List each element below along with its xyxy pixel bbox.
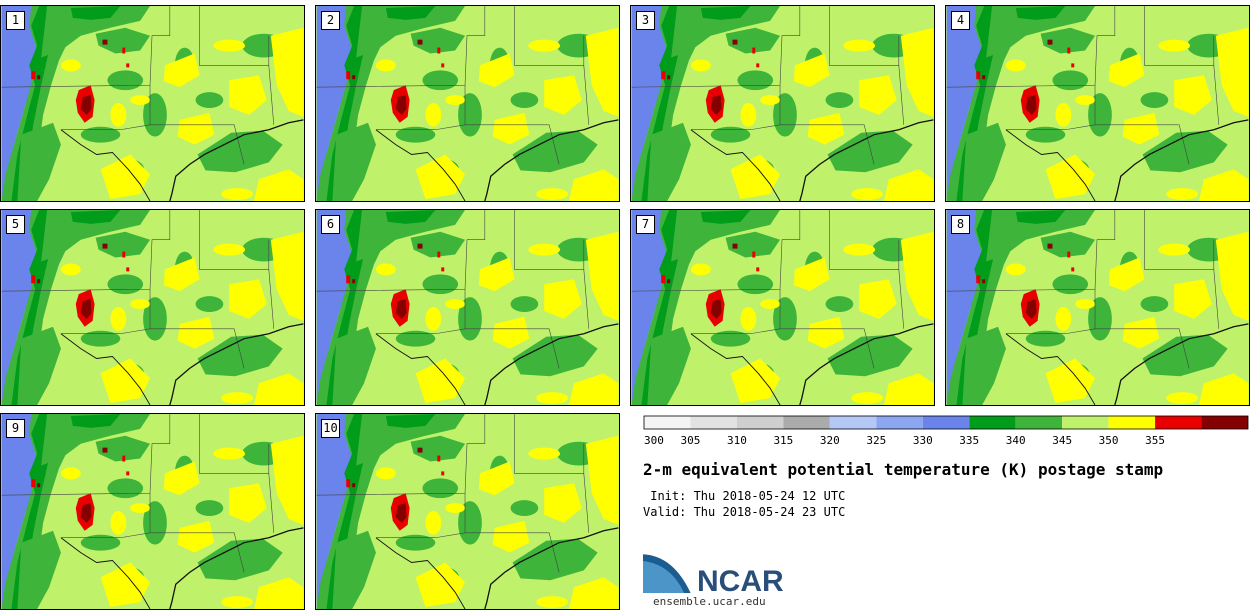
product-title: 2-m equivalent potential temperature (K)…	[643, 460, 1164, 479]
colorbar-tick-label: 320	[820, 434, 840, 447]
colorbar-segment	[644, 416, 691, 429]
stamp-number: 5	[6, 215, 25, 234]
colorbar-segment	[1062, 416, 1109, 429]
colorbar-segment	[876, 416, 923, 429]
colorbar-segment	[1201, 416, 1248, 429]
colorbar-tick-label: 345	[1052, 434, 1072, 447]
colorbar-segment	[1015, 416, 1063, 429]
map	[1, 210, 304, 405]
map	[946, 210, 1249, 405]
colorbar-tick-label: 330	[913, 434, 933, 447]
postage-stamp-4[interactable]: 4	[945, 5, 1250, 202]
logo-text: NCAR	[697, 565, 784, 595]
stamp-number: 9	[6, 419, 25, 438]
postage-stamp-10[interactable]: 10	[315, 413, 620, 610]
postage-stamp-7[interactable]: 7	[630, 209, 935, 406]
stamp-number: 1	[6, 11, 25, 30]
valid-time: Valid: Thu 2018-05-24 23 UTC	[643, 505, 846, 519]
postage-stamp-8[interactable]: 8	[945, 209, 1250, 406]
colorbar-tick-label: 325	[866, 434, 886, 447]
postage-stamp-1[interactable]: 1	[0, 5, 305, 202]
stamp-number: 7	[636, 215, 655, 234]
colorbar: 300 305 310 315 320 325 330 335 340 345 350 355	[643, 415, 1249, 447]
stamp-number: 6	[321, 215, 340, 234]
stamp-number: 2	[321, 11, 340, 30]
logo-swoosh	[642, 551, 694, 594]
stamp-number: 3	[636, 11, 655, 30]
colorbar-segment	[922, 416, 970, 429]
init-time: Init: Thu 2018-05-24 12 UTC	[643, 489, 846, 503]
map	[631, 6, 934, 201]
stamp-number: 10	[321, 419, 340, 438]
colorbar-segment	[736, 416, 784, 429]
postage-stamp-9[interactable]: 9	[0, 413, 305, 610]
postage-stamp-2[interactable]: 2	[315, 5, 620, 202]
stamp-number: 8	[951, 215, 970, 234]
colorbar-segment	[969, 416, 1016, 429]
map	[316, 414, 619, 609]
colorbar-segment	[829, 416, 877, 429]
stamp-number: 4	[951, 11, 970, 30]
colorbar-segment	[1108, 416, 1156, 429]
colorbar-tick-label: 305	[681, 434, 701, 447]
site-url[interactable]: ensemble.ucar.edu	[653, 595, 766, 608]
ncar-logo[interactable]: NCAR	[642, 551, 792, 595]
logo-arc-light	[643, 561, 684, 593]
map	[1, 414, 304, 609]
colorbar-tick-label: 310	[727, 434, 747, 447]
colorbar-tick-label: 315	[773, 434, 793, 447]
colorbar-tick-label: 340	[1006, 434, 1026, 447]
map	[631, 210, 934, 405]
map	[1, 6, 304, 201]
postage-stamp-6[interactable]: 6	[315, 209, 620, 406]
colorbar-tick-label: 300	[644, 434, 664, 447]
colorbar-tick-label: 355	[1145, 434, 1165, 447]
postage-stamp-3[interactable]: 3	[630, 5, 935, 202]
colorbar-outline	[643, 415, 1249, 430]
colorbar-segment	[1155, 416, 1202, 429]
colorbar-segment	[690, 416, 737, 429]
colorbar-tick-label: 350	[1099, 434, 1119, 447]
colorbar-segment	[783, 416, 830, 429]
map	[946, 6, 1249, 201]
map	[316, 6, 619, 201]
colorbar-tick-label: 335	[959, 434, 979, 447]
map	[316, 210, 619, 405]
postage-stamp-5[interactable]: 5	[0, 209, 305, 406]
